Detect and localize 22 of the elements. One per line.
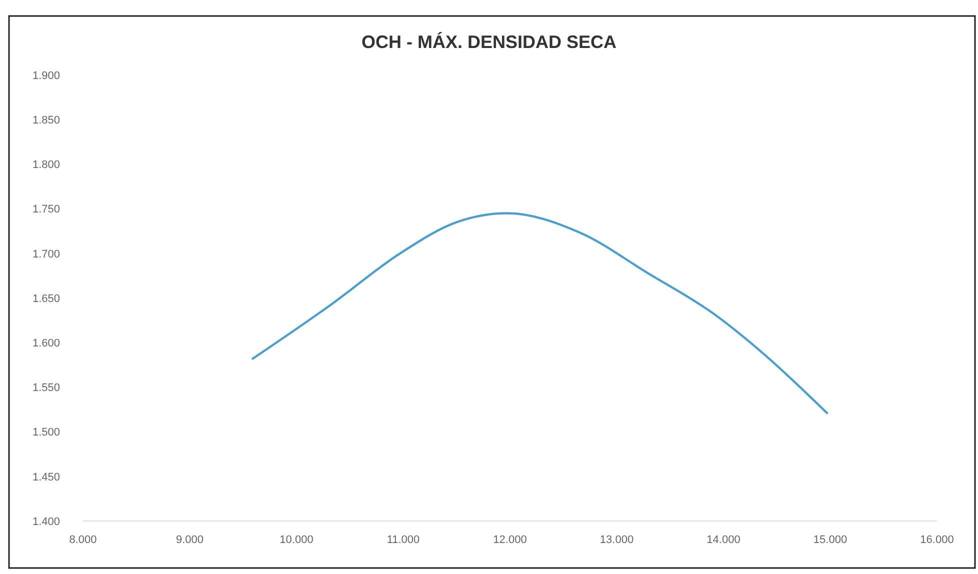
x-tick-label: 14.000 xyxy=(706,534,740,546)
y-tick-label: 1.850 xyxy=(32,114,60,126)
line-series xyxy=(252,212,828,414)
y-tick-label: 1.750 xyxy=(32,204,60,216)
x-tick-label: 9.000 xyxy=(176,534,204,546)
chart-title: OCH - MÁX. DENSIDAD SECA xyxy=(361,32,617,52)
y-tick-label: 1.450 xyxy=(32,471,60,484)
x-tick-label: 16.000 xyxy=(920,534,954,546)
x-tick-label: 8.000 xyxy=(69,534,97,546)
y-tick-label: 1.500 xyxy=(32,426,60,439)
x-tick-label: 13.000 xyxy=(600,534,634,546)
y-tick-label: 1.700 xyxy=(32,248,60,260)
y-tick-label: 1.800 xyxy=(32,159,60,172)
x-tick-label: 15.000 xyxy=(813,534,848,546)
y-tick-label: 1.550 xyxy=(32,382,60,394)
x-tick-label: 12.000 xyxy=(493,534,527,546)
x-tick-label: 10.000 xyxy=(280,534,314,546)
y-tick-label: 1.900 xyxy=(32,70,60,82)
x-tick-label: 11.000 xyxy=(386,534,420,546)
y-tick-label: 1.400 xyxy=(32,516,60,528)
y-tick-label: 1.600 xyxy=(32,337,60,350)
y-tick-label: 1.650 xyxy=(32,292,60,305)
